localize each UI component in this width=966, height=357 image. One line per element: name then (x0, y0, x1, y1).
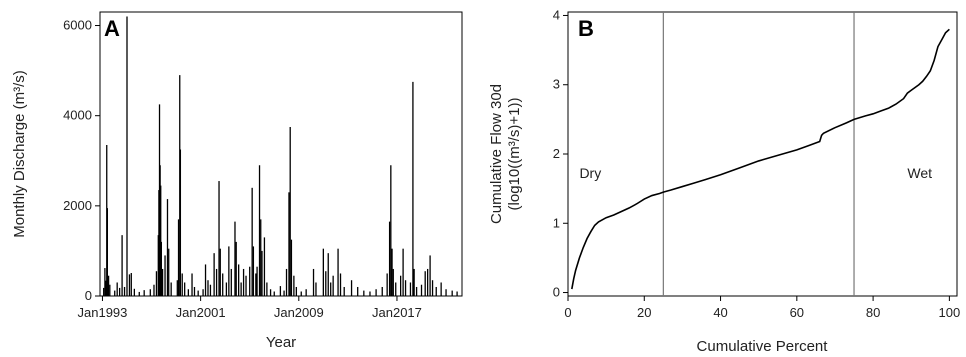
panel-b-y-axis-title-line1: Cumulative Flow 30d (488, 84, 505, 224)
y-tick-label: 4000 (63, 108, 92, 123)
panel-b-y-axis-title-line2: (log10((m³/s)+1)) (506, 98, 523, 211)
x-tick-label: 60 (790, 305, 804, 320)
panel-a-x-ticks: Jan1993 Jan2001 Jan2009 Jan2017 (78, 296, 422, 320)
x-tick-label: 40 (713, 305, 727, 320)
x-tick-label: Jan2001 (176, 305, 226, 320)
panel-a-y-ticks: 0 2000 4000 6000 (63, 18, 100, 303)
x-tick-label: 100 (939, 305, 961, 320)
y-tick-label: 2 (553, 146, 560, 161)
y-tick-label: 4 (553, 7, 560, 22)
y-tick-label: 0 (553, 285, 560, 300)
panel-a-letter: A (104, 16, 120, 41)
panel-b-letter: B (578, 16, 594, 41)
panel-b-y-ticks: 0 1 2 3 4 (553, 7, 568, 300)
wet-annotation: Wet (907, 165, 932, 181)
panel-b-frame (567, 11, 958, 297)
y-tick-label: 2000 (63, 198, 92, 213)
x-tick-label: Jan2009 (274, 305, 324, 320)
panel-b-series-line (571, 28, 950, 290)
panel-b-vertical-lines (662, 12, 855, 296)
y-tick-label: 6000 (63, 18, 92, 33)
y-tick-label: 0 (85, 288, 92, 303)
panel-b-x-ticks: 0 20 40 60 80 100 (564, 296, 960, 320)
panel-b-x-axis-title: Cumulative Percent (697, 338, 829, 355)
panel-b: 0 1 2 3 4 0 20 40 60 80 100 B Dry Wet Cumulative … (488, 7, 960, 355)
y-tick-label: 3 (553, 77, 560, 92)
panel-a-y-axis-title: Monthly Discharge (m³/s) (11, 70, 28, 238)
x-tick-label: 0 (564, 305, 571, 320)
x-tick-label: 20 (637, 305, 651, 320)
x-tick-label: Jan1993 (78, 305, 128, 320)
panel-a-x-axis-title: Year (266, 334, 296, 351)
dry-annotation: Dry (579, 165, 601, 181)
panel-a-bars (103, 16, 458, 296)
y-tick-label: 1 (553, 215, 560, 230)
panel-a: 0 2000 4000 6000 Jan1993 Jan2001 Jan2009 Jan20… (11, 11, 463, 351)
x-tick-label: 80 (866, 305, 880, 320)
x-tick-label: Jan2017 (372, 305, 422, 320)
panel-a-frame (99, 11, 463, 297)
